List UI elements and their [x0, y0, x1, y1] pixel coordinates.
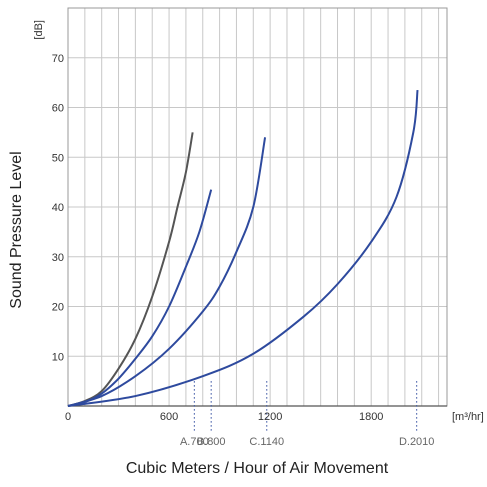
y-tick-label: 40: [52, 202, 64, 214]
marker-label: A.700: [180, 436, 209, 448]
x-tick-label: 1800: [359, 411, 383, 423]
x-tick-label: 600: [160, 411, 178, 423]
grid: [68, 8, 447, 406]
marker-label: D.2010: [399, 436, 434, 448]
y-tick-label: 30: [52, 252, 64, 264]
series-line-1: [67, 132, 194, 407]
y-tick-label: 60: [52, 103, 64, 115]
y-tick-label: 20: [52, 302, 64, 314]
x-tick-label: 1200: [258, 411, 282, 423]
marker-label: B.800: [197, 436, 226, 448]
airflow-markers: [193, 381, 418, 432]
x-tick-label: 0: [65, 411, 71, 423]
y-tick-label: 70: [52, 53, 64, 65]
plot-frame: [67, 7, 448, 407]
series-line-4: [67, 89, 419, 407]
y-axis-title: Sound Pressure Level: [8, 151, 25, 308]
marker-label: C.1140: [249, 436, 284, 448]
y-tick-label: 10: [52, 351, 64, 363]
x-axis-title: Cubic Meters / Hour of Air Movement: [126, 460, 389, 477]
y-tick-label: 50: [52, 152, 64, 164]
series-group: [67, 89, 419, 407]
x-unit-label: [m³/hr]: [452, 411, 484, 423]
y-unit-label: [dB]: [33, 20, 45, 40]
series-line-3: [67, 137, 267, 407]
